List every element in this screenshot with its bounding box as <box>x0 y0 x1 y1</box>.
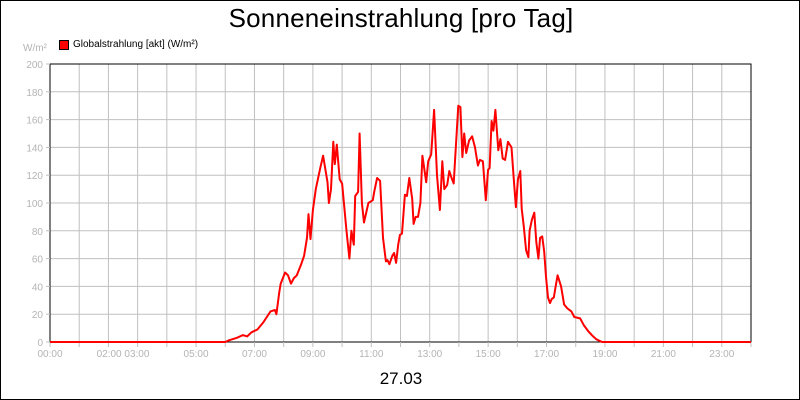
y-tick-label: 40 <box>32 282 44 293</box>
x-tick-label: 15:00 <box>476 349 501 360</box>
y-tick-label: 100 <box>26 199 43 210</box>
y-tick-label: 180 <box>26 88 43 99</box>
y-axis-unit-label: W/m² <box>23 43 47 54</box>
x-tick-label: 13:00 <box>417 349 442 360</box>
series-line-globalstrahlung <box>50 104 751 343</box>
x-tick-label: 00:00 <box>37 349 62 360</box>
x-tick-label: 19:00 <box>592 349 617 360</box>
y-tick-label: 20 <box>32 310 44 321</box>
x-axis-ticks: 00:00 02:00 03:00 05:00 07:00 09:00 11:00 13:0… <box>37 342 752 360</box>
y-tick-label: 140 <box>26 143 43 154</box>
y-tick-label: 120 <box>26 171 43 182</box>
y-tick-label: 60 <box>32 255 44 266</box>
x-tick-label: 07:00 <box>242 349 267 360</box>
legend: Globalstrahlung [akt] (W/m²) <box>59 39 198 50</box>
legend-swatch-icon <box>59 39 69 50</box>
x-tick-label: 23:00 <box>709 349 734 360</box>
y-axis-ticks: 0 20 40 60 80 100 120 140 160 180 200 <box>26 60 50 349</box>
chart-title: Sonneneinstrahlung [pro Tag] <box>228 3 574 33</box>
x-axis-date-label: 27.03 <box>379 369 423 388</box>
y-tick-label: 160 <box>26 116 43 127</box>
y-tick-label: 80 <box>32 227 44 238</box>
x-tick-label: 21:00 <box>651 349 676 360</box>
x-tick-label: 02:00 03:00 <box>97 349 150 360</box>
x-tick-label: 17:00 <box>534 349 559 360</box>
x-tick-label: 09:00 <box>300 349 325 360</box>
grid-lines <box>50 64 751 342</box>
x-tick-label: 05:00 <box>184 349 209 360</box>
x-tick-label: 11:00 <box>359 349 384 360</box>
y-tick-label: 200 <box>26 60 43 71</box>
y-tick-label: 0 <box>37 338 43 349</box>
legend-label: Globalstrahlung [akt] (W/m²) <box>73 39 199 50</box>
